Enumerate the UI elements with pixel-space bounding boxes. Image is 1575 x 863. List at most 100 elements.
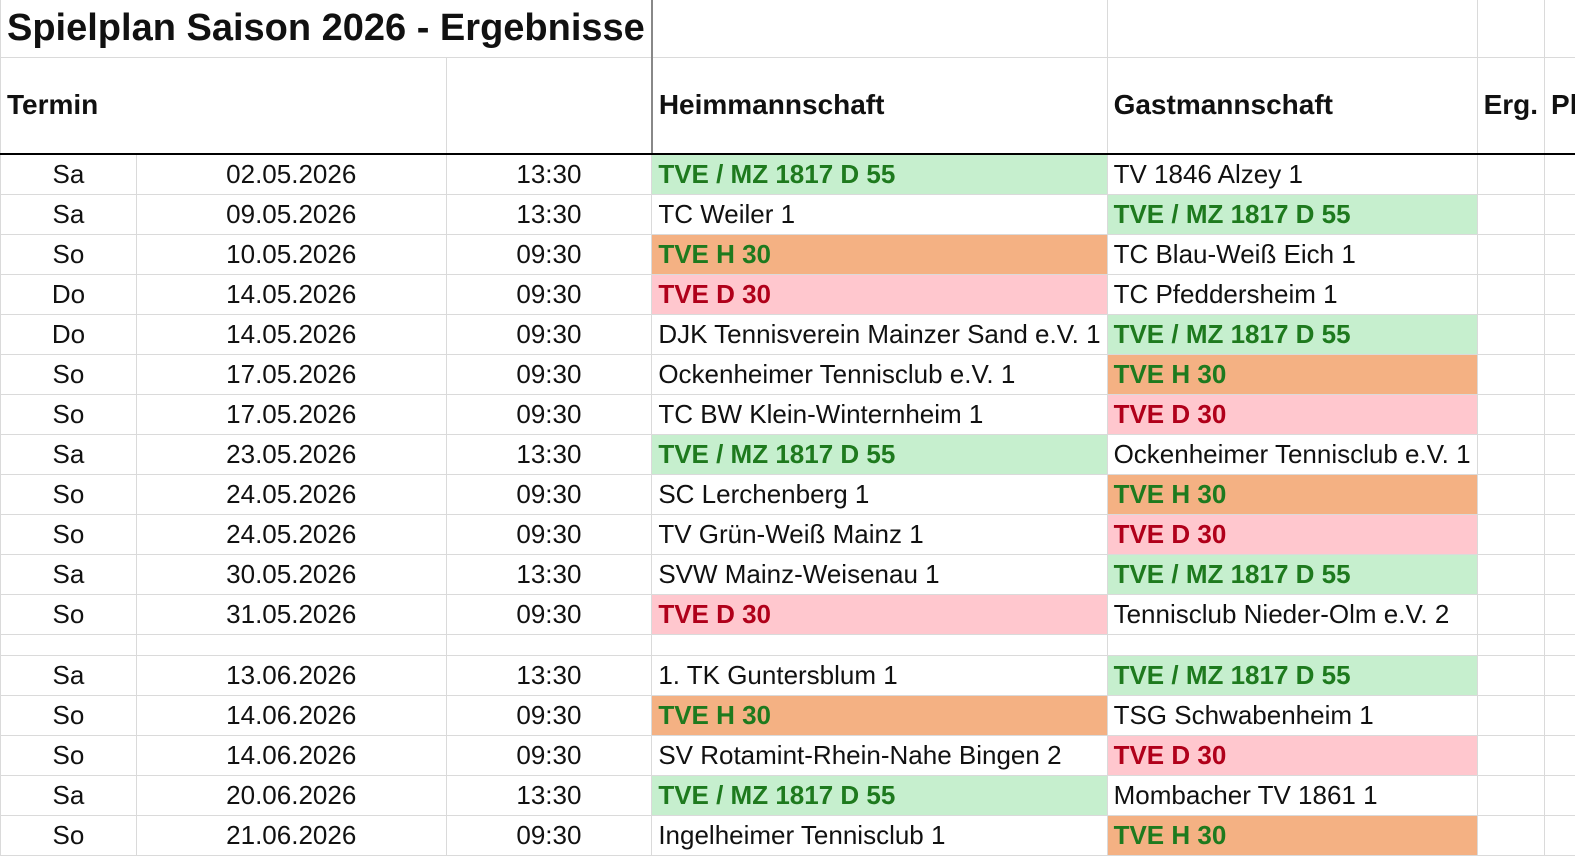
table-row: Sa 30.05.2026 13:30 SVW Mainz-Weisenau 1 TVE…: [0, 553, 1575, 595]
cell: Sa: [0, 433, 137, 475]
cell: [1476, 654, 1546, 696]
cell: [1544, 734, 1575, 776]
cell: SC Lerchenberg 1: [651, 473, 1108, 515]
cell: [1544, 513, 1575, 555]
cell: 14.06.2026: [135, 694, 447, 736]
table-row: So 17.05.2026 09:30 Ockenheimer Tennisclub …: [0, 353, 1575, 395]
cell: [0, 633, 137, 656]
cell: 13:30: [445, 153, 653, 195]
table-row: Do 14.05.2026 09:30 DJK Tennisverein Mainze…: [0, 313, 1575, 355]
table-row: So 21.06.2026 09:30 Ingelheimer Tennisclub …: [0, 814, 1575, 856]
cell: 23.05.2026: [135, 433, 447, 475]
cell: TC Pfeddersheim 1: [1106, 273, 1478, 315]
table-row: Sa 13.06.2026 13:30 1. TK Guntersblum 1 TVE …: [0, 654, 1575, 696]
cell: 17.05.2026: [135, 393, 447, 435]
cell: [1544, 273, 1575, 315]
cell: 09:30: [445, 273, 653, 315]
cell: 13:30: [445, 193, 653, 235]
cell: TVE D 30: [651, 273, 1108, 315]
cell: 14.05.2026: [135, 273, 447, 315]
cell: [1476, 473, 1546, 515]
cell: 09.05.2026: [135, 193, 447, 235]
header-cell: Heimmannschaft: [651, 56, 1108, 155]
cell: TVE H 30: [651, 233, 1108, 275]
cell: So: [0, 593, 137, 635]
cell: [1476, 193, 1546, 235]
cell: 09:30: [445, 734, 653, 776]
cell: TVE / MZ 1817 D 55: [1106, 193, 1478, 235]
cell: 13:30: [445, 433, 653, 475]
table-row: So 24.05.2026 09:30 TV Grün-Weiß Mainz 1 TVE…: [0, 513, 1575, 555]
cell: [135, 633, 447, 656]
cell: [1544, 353, 1575, 395]
cell: Do: [0, 273, 137, 315]
cell: So: [0, 814, 137, 856]
cell: 02.05.2026: [135, 153, 447, 195]
table-row: So 14.06.2026 09:30 TVE H 30 TSG Schwabenhei…: [0, 694, 1575, 736]
cell: 24.05.2026: [135, 473, 447, 515]
cell: TC Weiler 1: [651, 193, 1108, 235]
cell: [1476, 553, 1546, 595]
cell: [1476, 694, 1546, 736]
cell: So: [0, 513, 137, 555]
cell: [1476, 273, 1546, 315]
header-cell: Termin: [0, 56, 447, 155]
cell: 09:30: [445, 393, 653, 435]
cell: [1544, 433, 1575, 475]
title: Spielplan Saison 2026 - Ergebnisse: [0, 0, 653, 58]
cell: [1476, 393, 1546, 435]
cell: 09:30: [445, 473, 653, 515]
cell: 1. TK Guntersblum 1: [651, 654, 1108, 696]
cell: 30.05.2026: [135, 553, 447, 595]
cell: Mombacher TV 1861 1: [1106, 774, 1478, 816]
table-row: Sa 02.05.2026 13:30 TVE / MZ 1817 D 55 TV 18…: [0, 153, 1575, 195]
cell: TC BW Klein-Winternheim 1: [651, 393, 1108, 435]
cell: [1476, 513, 1546, 555]
cell: 09:30: [445, 353, 653, 395]
cell: Ingelheimer Tennisclub 1: [651, 814, 1108, 856]
cell: [1544, 393, 1575, 435]
cell: Sa: [0, 774, 137, 816]
cell: Tennisclub Nieder-Olm e.V. 2: [1106, 593, 1478, 635]
title-row: Spielplan Saison 2026 - Ergebnisse: [0, 0, 1575, 58]
cell: 14.06.2026: [135, 734, 447, 776]
cell: 17.05.2026: [135, 353, 447, 395]
cell: So: [0, 473, 137, 515]
cell: [1544, 774, 1575, 816]
cell: TVE / MZ 1817 D 55: [1106, 313, 1478, 355]
cell: 09:30: [445, 814, 653, 856]
cell: TVE / MZ 1817 D 55: [651, 774, 1108, 816]
cell: [1476, 353, 1546, 395]
cell: Do: [0, 313, 137, 355]
cell: [1544, 0, 1575, 58]
cell: TV Grün-Weiß Mainz 1: [651, 513, 1108, 555]
cell: TVE / MZ 1817 D 55: [651, 433, 1108, 475]
cell: [1544, 473, 1575, 515]
cell: Sa: [0, 654, 137, 696]
cell: TVE H 30: [1106, 814, 1478, 856]
header-cell: Platz: [1544, 56, 1575, 155]
cell: 14.05.2026: [135, 313, 447, 355]
cell: [651, 633, 1108, 656]
cell: [1476, 153, 1546, 195]
cell: Sa: [0, 193, 137, 235]
cell: TVE D 30: [1106, 734, 1478, 776]
cell: TSG Schwabenheim 1: [1106, 694, 1478, 736]
cell: TVE / MZ 1817 D 55: [1106, 654, 1478, 696]
cell: TC Blau-Weiß Eich 1: [1106, 233, 1478, 275]
cell: TVE / MZ 1817 D 55: [651, 153, 1108, 195]
cell: SVW Mainz-Weisenau 1: [651, 553, 1108, 595]
cell: 09:30: [445, 233, 653, 275]
cell: [1476, 433, 1546, 475]
cell: TVE H 30: [1106, 353, 1478, 395]
cell: [445, 633, 653, 656]
cell: 09:30: [445, 513, 653, 555]
table-row: So 14.06.2026 09:30 SV Rotamint-Rhein-Nahe …: [0, 734, 1575, 776]
cell: [1544, 694, 1575, 736]
cell: 13.06.2026: [135, 654, 447, 696]
cell: TVE / MZ 1817 D 55: [1106, 553, 1478, 595]
cell: TVE H 30: [651, 694, 1108, 736]
cell: Sa: [0, 153, 137, 195]
header-cell: Erg.: [1476, 56, 1546, 155]
